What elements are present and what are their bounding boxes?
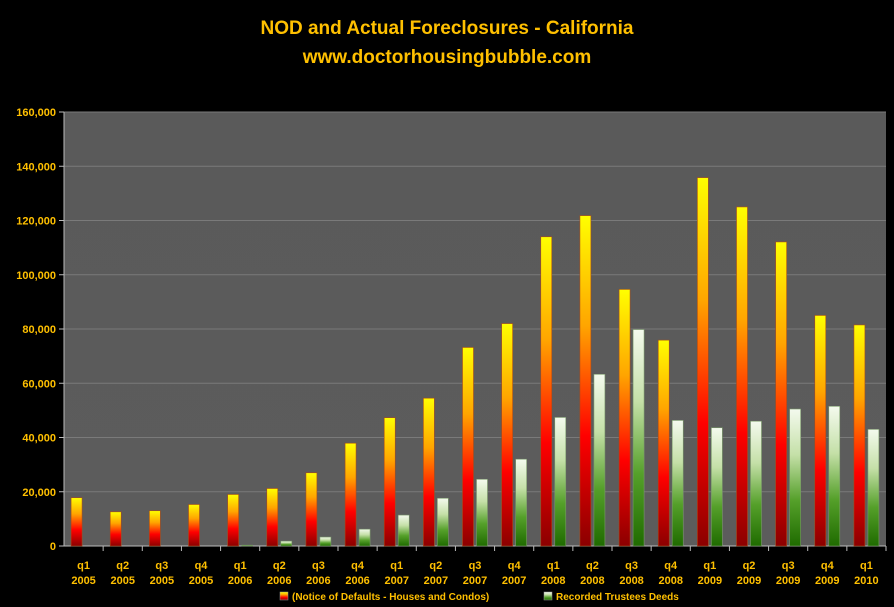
x-tick-label-quarter: q1 [77,560,90,572]
x-tick-label-quarter: q4 [664,560,678,572]
y-tick-label: 100,000 [16,270,56,282]
x-tick-label-year: 2009 [776,575,800,587]
x-tick-label-quarter: q1 [860,560,873,572]
x-tick-label-quarter: q3 [312,560,325,572]
legend-label: Recorded Trustees Deeds [556,592,679,603]
legend-swatch [543,591,553,601]
x-tick-label-quarter: q3 [625,560,638,572]
x-tick-label-quarter: q3 [782,560,795,572]
bar-deeds [632,329,645,547]
x-tick-label-quarter: q2 [273,560,286,572]
x-tick-label-quarter: q2 [743,560,756,572]
bar-nod [501,323,513,547]
bar-deeds [437,497,449,547]
chart-subtitle: www.doctorhousingbubble.com [302,47,592,68]
bar-deeds [358,528,371,547]
x-tick-label-year: 2006 [267,575,291,587]
y-tick-label: 160,000 [16,107,56,119]
bar-deeds [476,478,488,547]
chart-title: NOD and Actual Foreclosures - California [260,18,634,39]
x-tick-label-year: 2008 [580,575,604,587]
bar-nod [579,215,592,547]
x-tick-label-year: 2005 [110,575,134,587]
bar-nod [540,236,553,547]
x-tick-label-year: 2005 [189,575,213,587]
bar-deeds [319,536,332,547]
x-tick-label-year: 2006 [306,575,330,587]
bar-deeds [593,373,606,547]
x-tick-label-quarter: q2 [429,560,442,572]
bar-deeds [711,427,723,547]
x-tick-label-quarter: q4 [195,560,209,572]
bar-nod [853,324,866,547]
x-tick-label-year: 2008 [658,575,682,587]
bar-nod [775,241,787,547]
y-tick-label: 140,000 [16,161,56,173]
bar-nod [70,497,83,547]
bar-deeds [750,420,762,547]
x-tick-label-year: 2008 [541,575,565,587]
y-tick-label: 80,000 [22,324,56,336]
bar-deeds [515,458,527,547]
bar-deeds [280,540,293,547]
x-tick-label-year: 2007 [384,575,408,587]
x-tick-label-year: 2005 [150,575,174,587]
bar-nod [736,206,748,547]
x-tick-label-year: 2009 [815,575,839,587]
y-tick-label: 0 [50,541,56,553]
x-tick-label-quarter: q3 [469,560,482,572]
bar-nod [344,442,357,547]
x-tick-label-quarter: q1 [703,560,716,572]
bar-deeds [241,544,253,547]
x-tick-label-year: 2007 [502,575,526,587]
x-tick-label-year: 2005 [71,575,95,587]
bar-deeds [397,514,410,547]
bar-nod [618,289,631,547]
bar-nod [814,315,827,547]
bar-nod [383,417,396,547]
x-tick-label-year: 2007 [424,575,448,587]
bar-deeds [554,417,567,547]
bar-deeds [828,406,841,547]
x-tick-label-quarter: q2 [116,560,129,572]
x-tick-label-quarter: q4 [821,560,835,572]
bar-nod [462,347,474,547]
bar-nod [227,494,239,547]
x-tick-label-year: 2006 [228,575,252,587]
bar-nod [149,510,161,547]
x-tick-label-quarter: q1 [390,560,403,572]
bar-deeds [789,408,801,547]
x-tick-label-quarter: q2 [586,560,599,572]
bar-deeds [867,429,880,547]
x-tick-label-quarter: q1 [547,560,560,572]
x-tick-label-quarter: q3 [155,560,168,572]
bar-nod [657,339,670,547]
bar-nod [109,511,122,547]
bar-nod [266,488,279,547]
y-tick-label: 40,000 [22,433,56,445]
x-tick-label-quarter: q4 [508,560,522,572]
x-tick-label-year: 2009 [698,575,722,587]
x-tick-label-year: 2008 [619,575,643,587]
x-tick-label-quarter: q1 [234,560,247,572]
bar-deeds [671,420,684,547]
bar-nod [305,472,318,547]
x-tick-label-year: 2007 [463,575,487,587]
bar-nod [423,397,435,547]
y-tick-label: 20,000 [22,487,56,499]
x-tick-label-year: 2010 [854,575,878,587]
y-tick-label: 120,000 [16,216,56,228]
x-tick-label-quarter: q4 [351,560,365,572]
bar-nod [188,504,200,547]
legend-label: (Notice of Defaults - Houses and Condos) [292,592,489,603]
legend-swatch [279,591,289,601]
y-tick-label: 60,000 [22,378,56,390]
x-tick-label-year: 2009 [737,575,761,587]
bar-nod [697,177,709,547]
x-tick-label-year: 2006 [345,575,369,587]
